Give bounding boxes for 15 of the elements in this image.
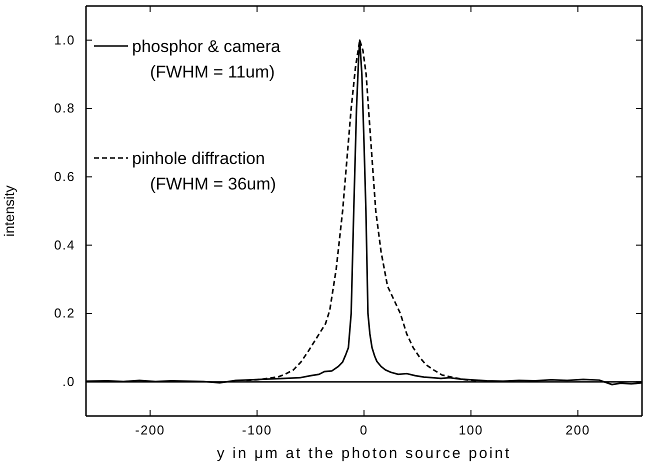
x-axis-title: y in μm at the photon source point [216,445,512,462]
x-tick-label: 200 [565,422,590,438]
y-tick-label: .0 [62,374,76,389]
legend-label: phosphor & camera (FWHM = 11um) [132,37,281,82]
y-tick-label: 1.0 [54,32,76,48]
x-tick-label: 0 [360,422,368,438]
x-tick-label: -100 [242,422,272,438]
x-tick-label: 100 [458,422,484,438]
y-axis-title: intensity [1,185,17,237]
y-tick-label: 0.2 [54,306,76,321]
y-tick-label: 0.6 [54,168,76,184]
y-tick-label: 0.8 [54,100,76,116]
y-tick-label: 0.4 [54,237,76,252]
x-tick-label: -200 [135,422,166,438]
legend-label: pinhole diffraction (FWHM = 36um) [132,149,276,194]
